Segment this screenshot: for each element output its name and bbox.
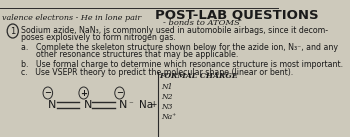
Text: valence electrons - He in lone pair: valence electrons - He in lone pair bbox=[2, 14, 142, 22]
Text: a.   Complete the skeleton structure shown below for the azide ion, N₃⁻, and any: a. Complete the skeleton structure shown… bbox=[21, 43, 338, 52]
Text: +: + bbox=[80, 89, 87, 98]
Text: FORMAL CHARGE: FORMAL CHARGE bbox=[159, 72, 238, 80]
Text: POST-LAB QUESTIONS: POST-LAB QUESTIONS bbox=[155, 8, 319, 21]
Text: Na: Na bbox=[140, 100, 154, 110]
Text: N: N bbox=[84, 100, 92, 110]
Text: poses explosively to form nitrogen gas.: poses explosively to form nitrogen gas. bbox=[21, 33, 176, 42]
Text: Na⁺: Na⁺ bbox=[161, 113, 176, 121]
Text: c.   Use VSEPR theory to predict the molecular shape (linear or bent).: c. Use VSEPR theory to predict the molec… bbox=[21, 68, 293, 77]
Text: N3: N3 bbox=[161, 103, 173, 111]
Text: −: − bbox=[44, 89, 51, 98]
Text: b.   Use formal charge to determine which resonance structure is most important.: b. Use formal charge to determine which … bbox=[21, 60, 343, 69]
Text: N2: N2 bbox=[161, 93, 173, 101]
Text: other resonance structures that may be applicable.: other resonance structures that may be a… bbox=[21, 50, 238, 59]
Text: - bonds to ATOMS: - bonds to ATOMS bbox=[163, 19, 240, 27]
Text: Sodium azide, NaN₃, is commonly used in automobile airbags, since it decom-: Sodium azide, NaN₃, is commonly used in … bbox=[21, 26, 328, 35]
Text: N1: N1 bbox=[161, 83, 173, 91]
Text: ⁻: ⁻ bbox=[128, 100, 133, 109]
Text: N: N bbox=[48, 100, 56, 110]
Text: 1: 1 bbox=[10, 26, 15, 35]
Text: N: N bbox=[119, 100, 128, 110]
Text: +: + bbox=[150, 100, 157, 109]
Text: −: − bbox=[116, 89, 123, 98]
